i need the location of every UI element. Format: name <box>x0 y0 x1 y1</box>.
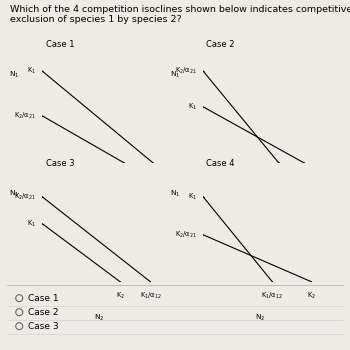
Text: K$_2$: K$_2$ <box>307 291 316 301</box>
Text: K$_1$/α$_{12}$: K$_1$/α$_{12}$ <box>142 172 164 182</box>
Text: N$_2$: N$_2$ <box>93 313 104 323</box>
Text: N$_2$: N$_2$ <box>254 185 265 195</box>
Text: N$_1$: N$_1$ <box>170 189 180 200</box>
Text: K$_2$/α$_{21}$: K$_2$/α$_{21}$ <box>14 191 36 202</box>
Text: K$_1$: K$_1$ <box>188 102 197 112</box>
Text: exclusion of species 1 by species 2?: exclusion of species 1 by species 2? <box>10 15 182 24</box>
Text: Which of the 4 competition isoclines shown below indicates competitive: Which of the 4 competition isoclines sho… <box>10 5 350 14</box>
Text: Case 4: Case 4 <box>206 159 235 168</box>
Text: K$_1$/α$_{12}$: K$_1$/α$_{12}$ <box>140 291 161 301</box>
Text: K$_2$: K$_2$ <box>274 172 283 182</box>
Text: N$_2$: N$_2$ <box>254 313 265 323</box>
Text: N$_2$: N$_2$ <box>93 185 104 195</box>
Text: K$_2$: K$_2$ <box>116 291 125 301</box>
Text: Case 2: Case 2 <box>206 40 235 49</box>
Text: K$_1$/α$_{12}$: K$_1$/α$_{12}$ <box>293 172 315 182</box>
Text: K$_1$: K$_1$ <box>27 218 36 229</box>
Text: K$_2$/α$_{21}$: K$_2$/α$_{21}$ <box>175 66 197 76</box>
Text: K$_2$/α$_{21}$: K$_2$/α$_{21}$ <box>14 111 36 121</box>
Text: Case 3: Case 3 <box>46 159 74 168</box>
Text: Case 1: Case 1 <box>46 40 74 49</box>
Text: N$_1$: N$_1$ <box>9 70 19 80</box>
Text: N$_1$: N$_1$ <box>170 70 180 80</box>
Text: Case 1: Case 1 <box>28 294 59 303</box>
Text: Case 2: Case 2 <box>28 308 58 317</box>
Text: K$_2$: K$_2$ <box>119 172 128 182</box>
Text: K$_2$/α$_{21}$: K$_2$/α$_{21}$ <box>175 230 197 240</box>
Text: Case 3: Case 3 <box>28 322 59 331</box>
Text: K$_1$: K$_1$ <box>27 66 36 76</box>
Text: K$_1$: K$_1$ <box>188 191 197 202</box>
Text: K$_1$/α$_{12}$: K$_1$/α$_{12}$ <box>261 291 283 301</box>
Text: N$_1$: N$_1$ <box>9 189 19 200</box>
